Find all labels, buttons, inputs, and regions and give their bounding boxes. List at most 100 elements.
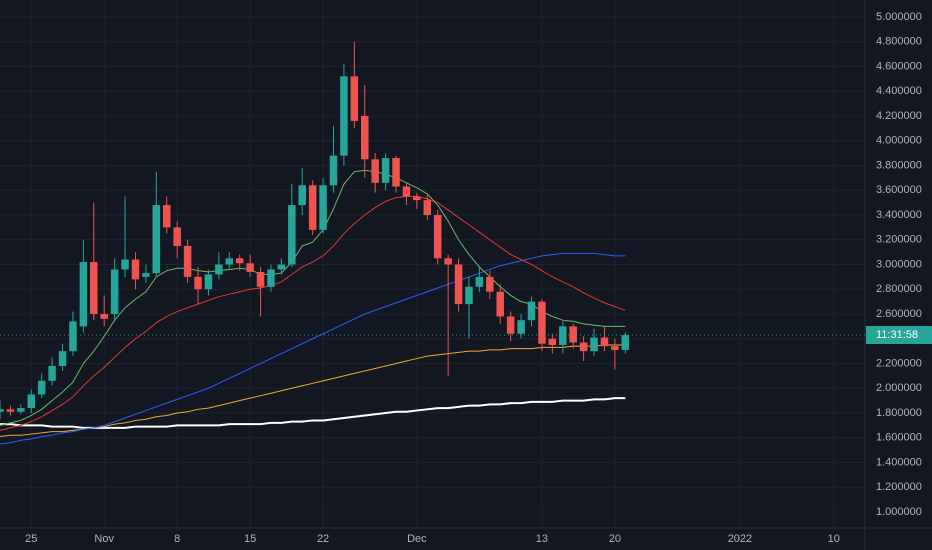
candle-body bbox=[600, 337, 609, 347]
x-tick-label: 8 bbox=[174, 533, 180, 545]
y-tick-label: 1.200000 bbox=[876, 481, 922, 493]
candle-body bbox=[0, 409, 4, 412]
candle-body bbox=[444, 258, 452, 265]
candle-body bbox=[329, 155, 338, 186]
y-tick-label: 3.200000 bbox=[876, 234, 922, 246]
candle-body bbox=[131, 259, 140, 280]
candle-body bbox=[27, 394, 36, 409]
candle-body bbox=[277, 264, 286, 270]
y-tick-label: 4.000000 bbox=[876, 135, 922, 147]
candle-body bbox=[162, 205, 171, 228]
candle-body bbox=[392, 158, 400, 187]
candle-body bbox=[413, 196, 421, 201]
candle-body bbox=[142, 273, 150, 277]
candle-body bbox=[225, 258, 234, 265]
candle-body bbox=[298, 185, 306, 206]
candle-body bbox=[90, 262, 98, 315]
x-tick-label: 20 bbox=[609, 533, 621, 545]
x-tick-label: 2022 bbox=[728, 533, 752, 545]
candle-body bbox=[173, 227, 181, 246]
candle-body bbox=[590, 337, 598, 352]
candle-body bbox=[475, 276, 484, 287]
candle-body bbox=[548, 338, 557, 345]
moving-average-line bbox=[0, 195, 626, 431]
moving-average-line bbox=[0, 252, 626, 445]
candle-body bbox=[215, 264, 223, 275]
x-tick-label: 10 bbox=[828, 533, 840, 545]
candle-body bbox=[235, 258, 244, 264]
candle-body bbox=[79, 262, 88, 327]
candle-body bbox=[371, 159, 379, 183]
candle-body bbox=[194, 276, 202, 290]
candle-body bbox=[402, 186, 411, 197]
y-tick-label: 3.800000 bbox=[876, 159, 922, 171]
y-tick-label: 1.000000 bbox=[876, 506, 922, 518]
candle-body bbox=[48, 365, 56, 381]
y-tick-label: 3.400000 bbox=[876, 209, 922, 221]
candle-body bbox=[381, 158, 390, 183]
candle-body bbox=[110, 269, 119, 315]
candle-body bbox=[454, 264, 463, 305]
candle-body bbox=[17, 408, 25, 412]
candle-body bbox=[496, 291, 504, 317]
y-tick-label: 2.000000 bbox=[876, 382, 922, 394]
countdown-box bbox=[866, 326, 932, 345]
y-tick-label: 3.000000 bbox=[876, 258, 922, 270]
x-tick-label: 25 bbox=[25, 533, 37, 545]
x-tick-label: 13 bbox=[536, 533, 548, 545]
y-tick-label: 4.400000 bbox=[876, 85, 922, 97]
y-tick-label: 4.200000 bbox=[876, 110, 922, 122]
candle-body bbox=[517, 320, 525, 334]
candle-body bbox=[569, 326, 577, 343]
candle-body bbox=[486, 276, 494, 292]
y-tick-label: 1.800000 bbox=[876, 407, 922, 419]
candle-body bbox=[340, 76, 348, 156]
candle-body bbox=[423, 200, 432, 215]
x-tick-label: 15 bbox=[244, 533, 256, 545]
candle-body bbox=[465, 286, 473, 305]
candle-body bbox=[267, 269, 275, 287]
moving-average-line bbox=[0, 169, 626, 426]
candle-body bbox=[527, 301, 536, 321]
candle-body bbox=[308, 185, 317, 230]
candle-body bbox=[256, 271, 265, 287]
candle-body bbox=[58, 351, 67, 366]
y-tick-label: 3.600000 bbox=[876, 184, 922, 196]
candle-body bbox=[204, 274, 213, 290]
y-tick-label: 1.400000 bbox=[876, 456, 922, 468]
candle-body bbox=[579, 342, 588, 352]
candle-body bbox=[37, 380, 46, 395]
y-tick-label: 1.600000 bbox=[876, 432, 922, 444]
candle-body bbox=[319, 185, 327, 230]
y-tick-label: 4.600000 bbox=[876, 60, 922, 72]
countdown-label: 11:31:58 bbox=[876, 329, 918, 341]
candle-body bbox=[152, 205, 161, 274]
candle-body bbox=[100, 314, 108, 319]
y-tick-label: 2.800000 bbox=[876, 283, 922, 295]
candle-body bbox=[183, 245, 192, 277]
candle-body bbox=[611, 346, 619, 350]
moving-average-line bbox=[0, 344, 626, 438]
y-tick-label: 4.800000 bbox=[876, 36, 922, 48]
candle-body bbox=[350, 76, 359, 121]
candle-body bbox=[288, 205, 296, 265]
candle-body bbox=[559, 326, 567, 345]
moving-average-line bbox=[0, 397, 626, 429]
y-tick-label: 2.200000 bbox=[876, 357, 922, 369]
candle-body bbox=[69, 321, 77, 352]
candle-body bbox=[121, 259, 129, 270]
y-tick-label: 5.000000 bbox=[876, 11, 922, 23]
candle-body bbox=[246, 263, 254, 272]
candle-body bbox=[6, 409, 15, 412]
x-tick-label: Nov bbox=[94, 533, 114, 545]
candle-body bbox=[433, 214, 442, 259]
x-tick-label: 22 bbox=[317, 533, 329, 545]
x-tick-label: Dec bbox=[407, 533, 427, 545]
candle-body bbox=[361, 115, 369, 160]
candle-body bbox=[621, 335, 630, 350]
y-tick-label: 2.600000 bbox=[876, 308, 922, 320]
candle-body bbox=[506, 316, 515, 334]
candle-body bbox=[538, 301, 546, 344]
